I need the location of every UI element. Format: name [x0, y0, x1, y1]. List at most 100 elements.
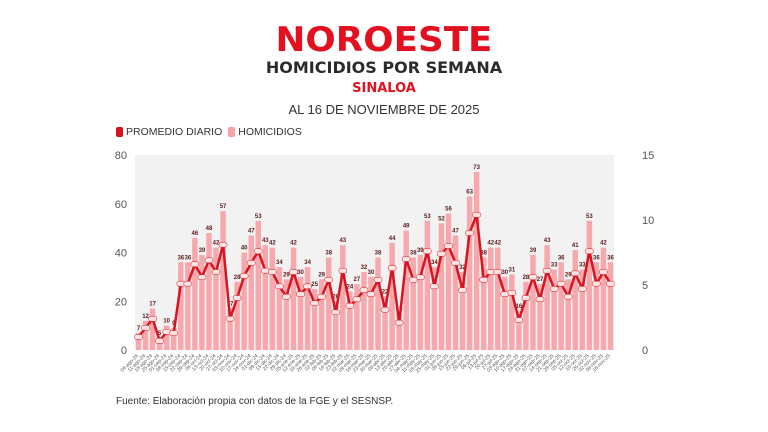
- bar: [368, 276, 374, 350]
- bar-label: 30: [297, 270, 304, 276]
- bar: [488, 247, 494, 350]
- legend-item-homicidios: HOMICIDIOS: [228, 126, 302, 138]
- bar: [354, 284, 360, 350]
- average-marker: [394, 319, 404, 326]
- bar-label: 38: [375, 250, 382, 256]
- bar-label: 39: [530, 248, 537, 254]
- average-marker: [493, 269, 503, 275]
- bar: [558, 262, 564, 350]
- average-marker: [535, 296, 545, 303]
- legend-label: HOMICIDIOS: [238, 126, 302, 138]
- average-marker: [528, 274, 538, 280]
- average-marker: [585, 248, 594, 254]
- average-marker: [401, 256, 411, 262]
- bar: [431, 267, 438, 350]
- bar-label: 44: [389, 236, 396, 242]
- bar: [234, 281, 240, 350]
- bar-label: 38: [480, 250, 487, 256]
- bar: [480, 257, 487, 350]
- bar: [135, 332, 142, 350]
- bar: [495, 247, 501, 350]
- average-marker: [571, 270, 580, 277]
- bar: [227, 308, 233, 350]
- average-marker: [275, 283, 284, 290]
- bar: [445, 213, 452, 350]
- average-marker: [282, 293, 291, 300]
- bar: [389, 242, 395, 350]
- bar: [318, 279, 325, 350]
- bar: [438, 223, 445, 350]
- y-tick-left: 80: [115, 150, 127, 162]
- legend-label: PROMEDIO DIARIO: [126, 126, 223, 138]
- bar: [199, 254, 205, 350]
- bar-label: 32: [459, 265, 466, 271]
- bar-label: 33: [551, 263, 558, 269]
- bar: [502, 276, 508, 350]
- bar: [410, 257, 416, 350]
- bar-label: 27: [354, 277, 361, 283]
- bar-label: 46: [192, 231, 199, 237]
- bar: [403, 230, 409, 350]
- bar-label: 40: [241, 246, 248, 252]
- y-tick-right: 15: [642, 150, 654, 162]
- bar: [262, 245, 269, 350]
- bar: [269, 247, 276, 350]
- average-marker: [218, 241, 228, 248]
- bar-label: 16: [516, 304, 523, 310]
- bar: [600, 247, 607, 350]
- legend-item-promedio: PROMEDIO DIARIO: [116, 126, 222, 138]
- average-marker: [592, 280, 601, 287]
- bar-label: 22: [382, 289, 389, 295]
- bar-label: 32: [361, 265, 368, 271]
- bar-label: 34: [431, 260, 438, 266]
- bar: [452, 235, 459, 350]
- bar: [248, 235, 254, 350]
- average-marker: [225, 316, 235, 322]
- bar-label: 17: [227, 302, 234, 308]
- bar: [544, 245, 550, 350]
- bar: [290, 247, 297, 350]
- bar-label: 17: [149, 302, 156, 308]
- bar-label: 30: [501, 270, 508, 276]
- legend-swatch-line-icon: [116, 127, 123, 137]
- bar: [382, 296, 388, 350]
- bar: [579, 269, 586, 350]
- bar-label: 42: [213, 241, 220, 247]
- bar: [163, 325, 170, 350]
- bar-label: 34: [304, 260, 311, 266]
- bar: [192, 237, 198, 350]
- bar-label: 7: [137, 326, 141, 332]
- average-marker: [479, 277, 488, 283]
- average-marker: [232, 295, 242, 301]
- bar-label: 5: [158, 331, 162, 337]
- average-marker: [514, 317, 524, 323]
- bar: [241, 252, 247, 350]
- bar-label: 20: [332, 294, 339, 300]
- average-marker: [289, 269, 298, 275]
- average-marker: [416, 274, 425, 280]
- bar-label: 33: [579, 263, 586, 269]
- average-marker: [317, 293, 326, 300]
- bar-label: 56: [445, 207, 452, 213]
- bar: [607, 262, 614, 350]
- bar-label: 42: [487, 241, 494, 247]
- bar: [276, 267, 283, 350]
- y-tick-right: 10: [642, 215, 654, 227]
- average-marker: [141, 325, 150, 331]
- y-tick-right: 0: [642, 345, 648, 357]
- average-marker: [606, 280, 615, 287]
- bar: [466, 196, 473, 350]
- bar-label: 25: [311, 282, 318, 288]
- bar: [551, 269, 557, 350]
- bar-label: 36: [184, 255, 191, 261]
- average-marker: [183, 280, 193, 287]
- bar-label: 24: [347, 285, 354, 291]
- bar: [297, 276, 304, 350]
- average-marker: [204, 257, 214, 264]
- bar: [593, 262, 600, 350]
- bar: [171, 328, 177, 350]
- average-marker: [197, 274, 207, 280]
- average-marker: [373, 277, 383, 283]
- average-marker: [380, 306, 390, 313]
- bar: [142, 320, 149, 350]
